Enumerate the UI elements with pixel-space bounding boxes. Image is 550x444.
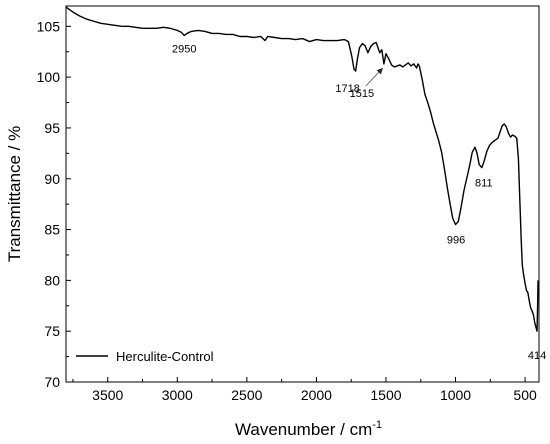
x-axis-title-main: Wavenumber / cm (235, 420, 372, 439)
peak-arrow-head-1515 (376, 67, 383, 75)
y-axis-title: Transmittance / % (5, 126, 24, 262)
y-tick-label-105: 105 (37, 18, 61, 34)
legend-label: Herculite-Control (116, 349, 214, 364)
y-tick-label-100: 100 (37, 69, 61, 85)
peak-label-414: 414 (528, 350, 546, 362)
y-tick-label-85: 85 (44, 222, 60, 238)
x-tick-label-500: 500 (513, 387, 537, 403)
peak-label-1515: 1515 (350, 88, 374, 100)
peak-label-1718: 1718 (335, 83, 359, 95)
peak-label-2950: 2950 (172, 43, 196, 55)
axis-tick-labels: 3500 3000 2500 2000 1500 1000 500 70 75 80 85 90 95 1… (37, 18, 537, 403)
series-layer (65, 6, 539, 332)
x-tick-label-3500: 3500 (92, 387, 123, 403)
x-axis-title: Wavenumber / cm-1 (235, 419, 382, 439)
legend: Herculite-Control (76, 349, 214, 364)
peak-label-996: 996 (447, 234, 465, 246)
y-tick-label-95: 95 (44, 120, 60, 136)
peak-label-811: 811 (475, 178, 493, 190)
x-tick-label-1500: 1500 (370, 387, 401, 403)
x-axis-title-superscript: -1 (372, 419, 382, 431)
x-tick-label-2000: 2000 (301, 387, 332, 403)
series-line-0 (65, 6, 539, 332)
axis-ticks (66, 25, 526, 383)
plot-frame (65, 5, 540, 383)
y-tick-label-90: 90 (44, 171, 60, 187)
x-tick-label-2500: 2500 (231, 387, 262, 403)
y-tick-label-70: 70 (44, 374, 60, 390)
y-tick-label-75: 75 (44, 323, 60, 339)
y-tick-label-80: 80 (44, 272, 60, 288)
x-tick-label-1000: 1000 (440, 387, 471, 403)
x-tick-label-3000: 3000 (162, 387, 193, 403)
